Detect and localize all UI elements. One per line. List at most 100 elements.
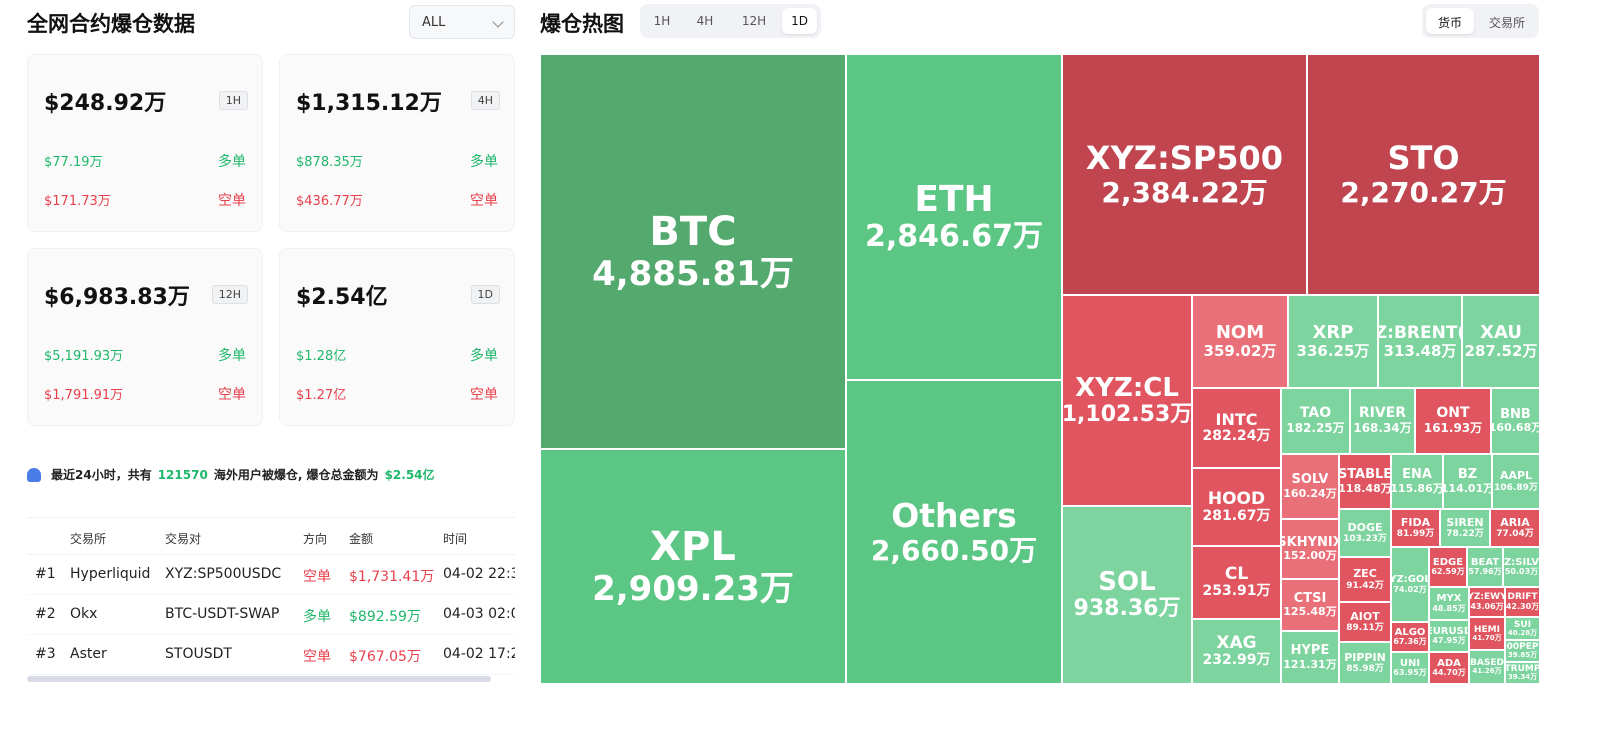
tile-value: 287.52万 xyxy=(1464,342,1538,361)
tab-1d[interactable]: 1D xyxy=(782,8,817,34)
tile-value: 938.36万 xyxy=(1073,596,1181,622)
long-value: $1.28亿 xyxy=(296,349,347,364)
treemap-tile-yz-ewy[interactable]: YZ:EWY 43.06万 xyxy=(1469,587,1505,617)
treemap-tile-pippin[interactable]: PIPPIN 85.98万 xyxy=(1339,642,1391,684)
tile-value: 281.67万 xyxy=(1202,507,1271,524)
row-time: 04-02 22:3 xyxy=(443,566,515,582)
treemap-tile-intc[interactable]: INTC 282.24万 xyxy=(1192,388,1281,468)
tile-value: 336.25万 xyxy=(1296,342,1370,361)
tab-12h[interactable]: 12H xyxy=(741,14,767,28)
treemap-tile-cl[interactable]: CL 253.91万 xyxy=(1192,546,1281,619)
treemap-tile-aria[interactable]: ARIA 77.04万 xyxy=(1490,509,1540,547)
treemap-tile-ont[interactable]: ONT 161.93万 xyxy=(1415,388,1491,454)
treemap-tile-bnb[interactable]: BNB 160.68万 xyxy=(1491,388,1540,454)
treemap-tile-solv[interactable]: SOLV 160.24万 xyxy=(1281,454,1339,519)
treemap-tile-uni[interactable]: UNI 63.95万 xyxy=(1391,652,1429,684)
treemap-tile-btc[interactable]: BTC 4,885.81万 xyxy=(540,54,846,449)
treemap-tile-based[interactable]: BASED 41.26万 xyxy=(1469,650,1505,684)
treemap-tile-xyz-cl[interactable]: XYZ:CL 1,102.53万 xyxy=(1062,295,1192,506)
tile-symbol: ADA xyxy=(1437,657,1461,669)
tab-4h[interactable]: 4H xyxy=(696,14,714,28)
treemap-tile-sol[interactable]: SOL 938.36万 xyxy=(1062,506,1192,684)
tile-symbol: TRUMP xyxy=(1505,664,1540,675)
row-amount: $892.59万 xyxy=(349,609,421,625)
treemap-tile-stable[interactable]: STABLE 118.48万 xyxy=(1339,454,1391,509)
treemap-tile-000pepe[interactable]: 000PEPE39.85万 xyxy=(1505,640,1540,662)
tile-symbol: AAPL xyxy=(1499,469,1533,483)
row-rank: #3 xyxy=(35,646,56,662)
treemap-tile-algo[interactable]: ALGO 67.36万 xyxy=(1391,622,1429,652)
tile-value: 42.30万 xyxy=(1505,601,1540,611)
page-title: 全网合约爆仓数据 xyxy=(27,12,195,36)
treemap-tile-river[interactable]: RIVER 168.34万 xyxy=(1350,388,1415,454)
treemap-tile-xyz-sp500[interactable]: XYZ:SP500 2,384.22万 xyxy=(1062,54,1307,295)
treemap-tile-bz[interactable]: BZ 114.01万 xyxy=(1443,454,1492,509)
treemap-tile-sui[interactable]: SUI 40.28万 xyxy=(1505,617,1540,640)
toggle-exchange[interactable]: 交易所 xyxy=(1488,16,1525,30)
row-rank: #1 xyxy=(35,566,56,582)
treemap-tile-sto[interactable]: STO 2,270.27万 xyxy=(1307,54,1540,295)
tab-1h[interactable]: 1H xyxy=(653,14,671,28)
short-label: 空单 xyxy=(218,193,246,209)
treemap-tile-skhynix[interactable]: SKHYNIX152.00万 xyxy=(1281,519,1339,579)
treemap-tile-drift[interactable]: DRIFT 42.30万 xyxy=(1505,587,1540,617)
treemap-tile-aapl[interactable]: AAPL 106.89万 xyxy=(1492,454,1540,509)
toggle-currency[interactable]: 货币 xyxy=(1426,8,1474,34)
short-value: $1,791.91万 xyxy=(44,388,124,403)
tile-symbol: ONT xyxy=(1436,405,1470,422)
row-amount: $1,731.41万 xyxy=(349,569,435,585)
treemap-tile-z-silv[interactable]: Z:SILV 50.03万 xyxy=(1503,547,1540,587)
treemap-tile-ada[interactable]: ADA 44.70万 xyxy=(1429,652,1469,684)
treemap-tile-trump[interactable]: TRUMP 39.34万 xyxy=(1505,662,1540,684)
treemap-tile-hemi[interactable]: HEMI 41.70万 xyxy=(1469,617,1505,650)
table-row[interactable]: #1 Hyperliquid XYZ:SP500USDC 空单 $1,731.4… xyxy=(27,555,515,595)
tile-symbol: RIVER xyxy=(1358,405,1407,422)
treemap-tile-aiot[interactable]: AIOT 89.11万 xyxy=(1339,602,1391,642)
table-row[interactable]: #2 Okx BTC-USDT-SWAP 多单 $892.59万 04-03 0… xyxy=(27,595,515,635)
tile-symbol: MYX xyxy=(1436,593,1462,605)
tile-value: 160.68万 xyxy=(1491,421,1540,435)
treemap-tile-nom[interactable]: NOM 359.02万 xyxy=(1192,295,1288,388)
treemap-tile-xau[interactable]: XAU 287.52万 xyxy=(1462,295,1540,388)
treemap-tile-yz-gol[interactable]: YZ:GOL 74.02万 xyxy=(1391,547,1429,622)
treemap-tile-hype[interactable]: HYPE 121.31万 xyxy=(1281,631,1339,684)
chevron-down-icon xyxy=(492,16,504,28)
treemap-tile-beat[interactable]: BEAT 57.96万 xyxy=(1467,547,1503,587)
tile-symbol: SIREN xyxy=(1446,515,1484,529)
tile-value: 4,885.81万 xyxy=(592,253,794,294)
treemap-tile-eth[interactable]: ETH 2,846.67万 xyxy=(846,54,1062,380)
tile-symbol: TAO xyxy=(1299,405,1332,422)
tile-value: 152.00万 xyxy=(1283,549,1337,563)
table-row[interactable]: #3 Aster STOUSDT 空单 $767.05万 04-02 17:2 xyxy=(27,635,515,675)
exchange-filter-select[interactable]: ALL xyxy=(409,5,515,39)
tile-value: 2,384.22万 xyxy=(1101,175,1268,209)
treemap-tile-others[interactable]: Others 2,660.50万 xyxy=(846,380,1062,684)
horizontal-scrollbar[interactable] xyxy=(27,676,491,682)
treemap-tile-xag[interactable]: XAG 232.99万 xyxy=(1192,619,1281,684)
tile-symbol: UNI xyxy=(1399,657,1421,669)
long-value: $77.19万 xyxy=(44,155,103,170)
treemap-tile-z-brent[interactable]: Z:BRENT(313.48万 xyxy=(1378,295,1462,388)
treemap-tile-siren[interactable]: SIREN 78.22万 xyxy=(1440,509,1490,547)
tile-symbol: PIPPIN xyxy=(1344,650,1386,664)
treemap-tile-ctsi[interactable]: CTSI 125.48万 xyxy=(1281,579,1339,631)
treemap-tile-fida[interactable]: FIDA 81.99万 xyxy=(1391,509,1440,547)
treemap-tile-myx[interactable]: MYX 48.85万 xyxy=(1429,587,1469,620)
tile-value: 125.48万 xyxy=(1283,605,1337,619)
treemap-tile-tao[interactable]: TAO 182.25万 xyxy=(1281,388,1350,454)
treemap-tile-xpl[interactable]: XPL 2,909.23万 xyxy=(540,449,846,684)
row-exchange: Aster xyxy=(70,646,107,662)
treemap-tile-edge[interactable]: EDGE 62.59万 xyxy=(1429,547,1467,587)
treemap-tile-zec[interactable]: ZEC 91.42万 xyxy=(1339,557,1391,602)
tile-symbol: CL xyxy=(1224,564,1249,585)
long-label: 多单 xyxy=(470,348,498,364)
col-exchange: 交易所 xyxy=(70,532,107,546)
treemap-tile-doge[interactable]: DOGE 103.23万 xyxy=(1339,509,1391,557)
col-pair: 交易对 xyxy=(165,532,202,546)
treemap-tile-hood[interactable]: HOOD 281.67万 xyxy=(1192,468,1281,546)
treemap-tile-xrp[interactable]: XRP 336.25万 xyxy=(1288,295,1378,388)
treemap-tile-eurusd[interactable]: EURUSD47.95万 xyxy=(1429,620,1469,652)
treemap-tile-ena[interactable]: ENA 115.86万 xyxy=(1391,454,1443,509)
tile-symbol: SKHYNIX xyxy=(1282,534,1338,550)
stat-card-1h: $248.92万 1H $77.19万 多单 $171.73万 空单 xyxy=(27,54,263,232)
